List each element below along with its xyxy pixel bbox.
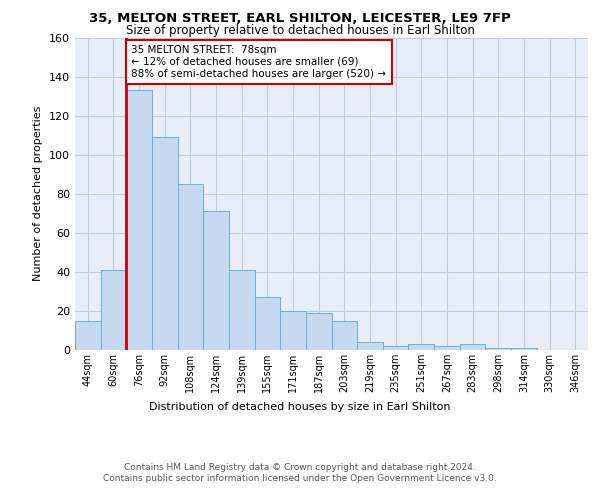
Bar: [254, 298, 280, 350]
Text: 35 MELTON STREET:  78sqm
← 12% of detached houses are smaller (69)
88% of semi-d: 35 MELTON STREET: 78sqm ← 12% of detache…: [131, 46, 386, 78]
Text: Contains HM Land Registry data © Crown copyright and database right 2024.: Contains HM Land Registry data © Crown c…: [124, 462, 476, 471]
Text: Distribution of detached houses by size in Earl Shilton: Distribution of detached houses by size …: [149, 402, 451, 412]
Bar: [409, 344, 434, 350]
Bar: [331, 320, 357, 350]
Bar: [280, 311, 306, 350]
Y-axis label: Number of detached properties: Number of detached properties: [34, 106, 43, 282]
Bar: [127, 90, 152, 350]
Bar: [178, 184, 203, 350]
Text: 35, MELTON STREET, EARL SHILTON, LEICESTER, LE9 7FP: 35, MELTON STREET, EARL SHILTON, LEICEST…: [89, 12, 511, 26]
Text: Contains public sector information licensed under the Open Government Licence v3: Contains public sector information licen…: [103, 474, 497, 483]
Bar: [511, 348, 537, 350]
Text: Size of property relative to detached houses in Earl Shilton: Size of property relative to detached ho…: [125, 24, 475, 37]
Bar: [306, 313, 331, 350]
Bar: [203, 212, 229, 350]
Bar: [152, 137, 178, 350]
Bar: [229, 270, 254, 350]
Bar: [101, 270, 127, 350]
Bar: [485, 348, 511, 350]
Bar: [434, 346, 460, 350]
Bar: [460, 344, 485, 350]
Bar: [357, 342, 383, 350]
Bar: [75, 320, 101, 350]
Bar: [383, 346, 409, 350]
